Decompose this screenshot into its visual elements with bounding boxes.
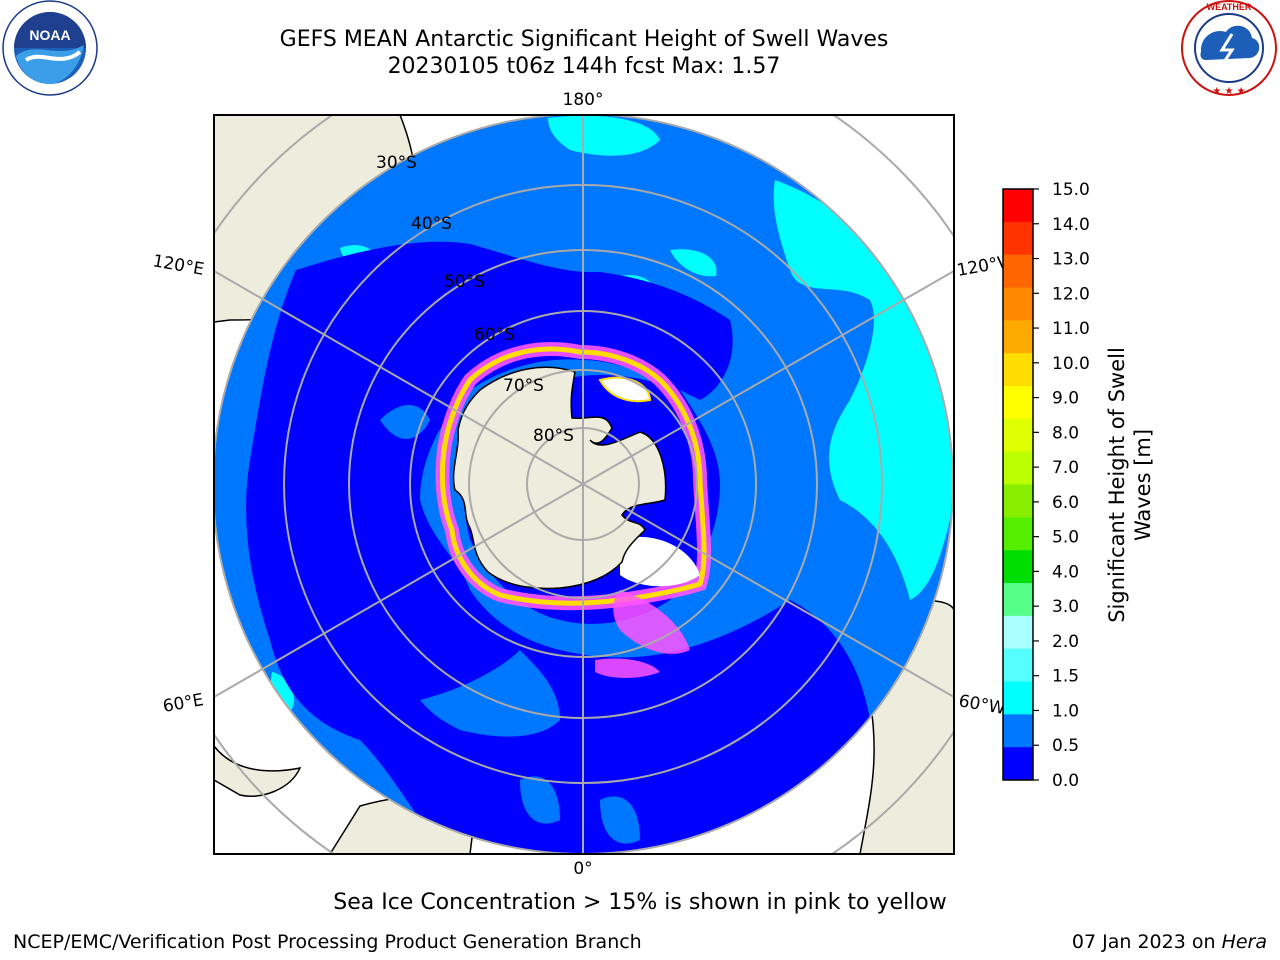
colorbar-ticks: 15.0 14.0 13.0 12.0 11.0 10.0 9.0 8.0 7.0 6.0 5.0 4… xyxy=(1033,180,1090,791)
colorbar-swatch xyxy=(1003,189,1033,223)
colorbar-tick-label: 0.5 xyxy=(1052,736,1079,756)
lat-label-60s: 60°S xyxy=(474,325,515,345)
colorbar-swatch xyxy=(1003,583,1033,617)
colorbar-label-line1: Significant Height of Swell xyxy=(1105,347,1129,623)
colorbar-tick-label: 0.0 xyxy=(1052,771,1079,791)
noaa-logo-text: NOAA xyxy=(29,27,70,43)
lat-label-30s: 30°S xyxy=(376,153,417,173)
sea-ice-note: Sea Ice Concentration > 15% is shown in … xyxy=(333,890,947,915)
colorbar-tick-label: 4.0 xyxy=(1052,562,1079,582)
colorbar-swatch xyxy=(1003,615,1033,650)
colorbar-swatch xyxy=(1003,517,1033,551)
colorbar-tick-label: 13.0 xyxy=(1052,250,1090,270)
svg-text:WEATHER: WEATHER xyxy=(1207,2,1252,12)
colorbar-swatch xyxy=(1003,418,1033,453)
latitude-labels: 30°S 40°S 50°S 60°S 70°S 80°S xyxy=(376,153,574,446)
nws-logo: WEATHER ★ ★ ★ xyxy=(1181,0,1277,97)
lon-label-60e: 60°E xyxy=(161,690,205,717)
colorbar-swatch xyxy=(1003,320,1033,354)
colorbar-tick-label: 7.0 xyxy=(1052,458,1079,478)
lon-label-0: 0° xyxy=(573,859,592,879)
colorbar-swatch xyxy=(1003,648,1033,682)
svg-text:★ ★ ★: ★ ★ ★ xyxy=(1212,86,1245,97)
noaa-logo: NOAA xyxy=(2,0,98,96)
colorbar-tick-label: 1.5 xyxy=(1052,667,1079,687)
colorbar-swatch xyxy=(1003,550,1033,584)
antarctica-landmass xyxy=(452,366,667,590)
colorbar-swatch xyxy=(1003,221,1033,256)
date-stamp: 07 Jan 2023 on Hera xyxy=(1072,931,1267,953)
colorbar-tick-label: 8.0 xyxy=(1052,423,1079,443)
colorbar-swatches xyxy=(1003,189,1033,781)
lat-label-80s: 80°S xyxy=(533,426,574,446)
colorbar-swatch xyxy=(1003,484,1033,518)
colorbar-swatch xyxy=(1003,714,1033,748)
colorbar-tick-label: 11.0 xyxy=(1052,319,1090,339)
chart-title: GEFS MEAN Antarctic Significant Height o… xyxy=(279,27,889,52)
colorbar-label: Significant Height of Swell Waves [m] xyxy=(1105,347,1155,623)
sea-ice-ring xyxy=(435,342,712,678)
colorbar-swatch xyxy=(1003,386,1033,420)
colorbar-outline xyxy=(1002,188,1034,781)
colorbar-tick-label: 3.0 xyxy=(1052,597,1079,617)
colorbar-swatch xyxy=(1003,353,1033,387)
colorbar-tick-label: 14.0 xyxy=(1052,215,1090,235)
colorbar-swatch xyxy=(1003,451,1033,485)
colorbar-swatch xyxy=(1003,287,1033,321)
date-text: 07 Jan 2023 on xyxy=(1071,931,1222,953)
colorbar-tick-label: 9.0 xyxy=(1052,389,1079,409)
chart-subtitle: 20230105 t06z 144h fcst Max: 1.57 xyxy=(387,54,781,79)
colorbar-tick-label: 10.0 xyxy=(1052,354,1090,374)
colorbar: 15.0 14.0 13.0 12.0 11.0 10.0 9.0 8.0 7.0 6.0 5.0 4… xyxy=(1002,180,1155,791)
colorbar-swatch xyxy=(1003,681,1033,715)
lat-label-70s: 70°S xyxy=(503,376,544,396)
colorbar-tick-label: 12.0 xyxy=(1052,284,1090,304)
colorbar-tick-label: 5.0 xyxy=(1052,528,1079,548)
lon-label-180: 180° xyxy=(563,90,604,110)
colorbar-tick-label: 6.0 xyxy=(1052,493,1079,513)
lon-label-120e: 120°E xyxy=(151,251,205,280)
colorbar-tick-label: 15.0 xyxy=(1052,180,1090,200)
colorbar-swatch xyxy=(1003,254,1033,288)
map-frame xyxy=(213,114,955,855)
colorbar-swatch xyxy=(1003,747,1033,781)
colorbar-tick-label: 1.0 xyxy=(1052,701,1079,721)
lon-label-60w: 60°W xyxy=(957,691,1007,719)
machine-name: Hera xyxy=(1221,931,1267,953)
colorbar-tick-label: 2.0 xyxy=(1052,632,1079,652)
lat-label-40s: 40°S xyxy=(411,214,452,234)
credit-text: NCEP/EMC/Verification Post Processing Pr… xyxy=(13,931,642,953)
lat-label-50s: 50°S xyxy=(444,272,485,292)
colorbar-label-line2: Waves [m] xyxy=(1131,429,1155,541)
